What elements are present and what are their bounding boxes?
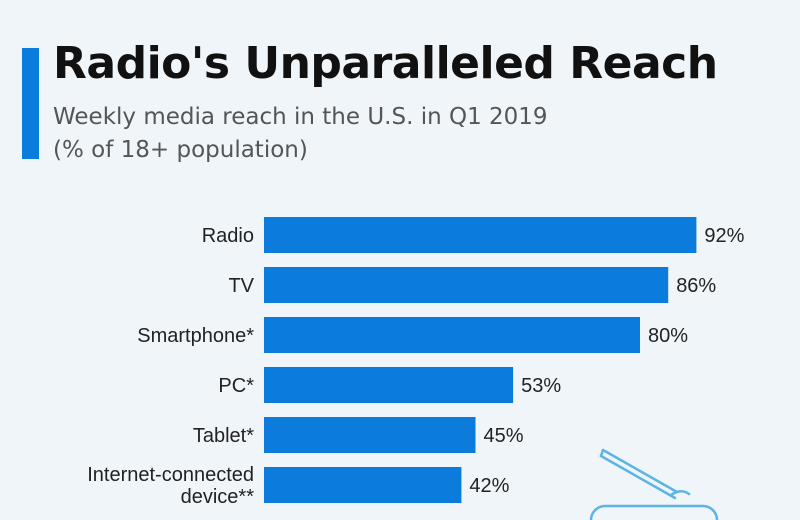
category-label-1: TV xyxy=(228,275,254,297)
bar-3 xyxy=(264,367,514,403)
bar-1 xyxy=(264,267,669,303)
value-label-2: 80% xyxy=(648,325,688,347)
category-label-0: Radio xyxy=(202,225,254,247)
value-label-0: 92% xyxy=(704,225,744,247)
value-label-4: 45% xyxy=(484,425,524,447)
title-accent-bar xyxy=(22,48,39,159)
category-label-4: Tablet* xyxy=(193,425,254,447)
chart-title: Radio's Unparalleled Reach xyxy=(53,38,718,89)
radio-icon xyxy=(589,448,719,520)
category-label-2: Smartphone* xyxy=(137,325,254,347)
subtitle-line-2: (% of 18+ population) xyxy=(53,137,308,163)
subtitle-line-1: Weekly media reach in the U.S. in Q1 201… xyxy=(53,104,548,130)
value-label-3: 53% xyxy=(521,375,561,397)
bar-0 xyxy=(264,217,697,253)
bar-5 xyxy=(264,467,462,503)
value-label-1: 86% xyxy=(676,275,716,297)
bar-4 xyxy=(264,417,476,453)
value-label-5: 42% xyxy=(469,475,509,497)
bar-2 xyxy=(264,317,640,353)
category-label-5: Internet-connected device** xyxy=(87,464,254,508)
chart-subtitle: Weekly media reach in the U.S. in Q1 201… xyxy=(53,101,548,167)
category-label-3: PC* xyxy=(218,375,254,397)
